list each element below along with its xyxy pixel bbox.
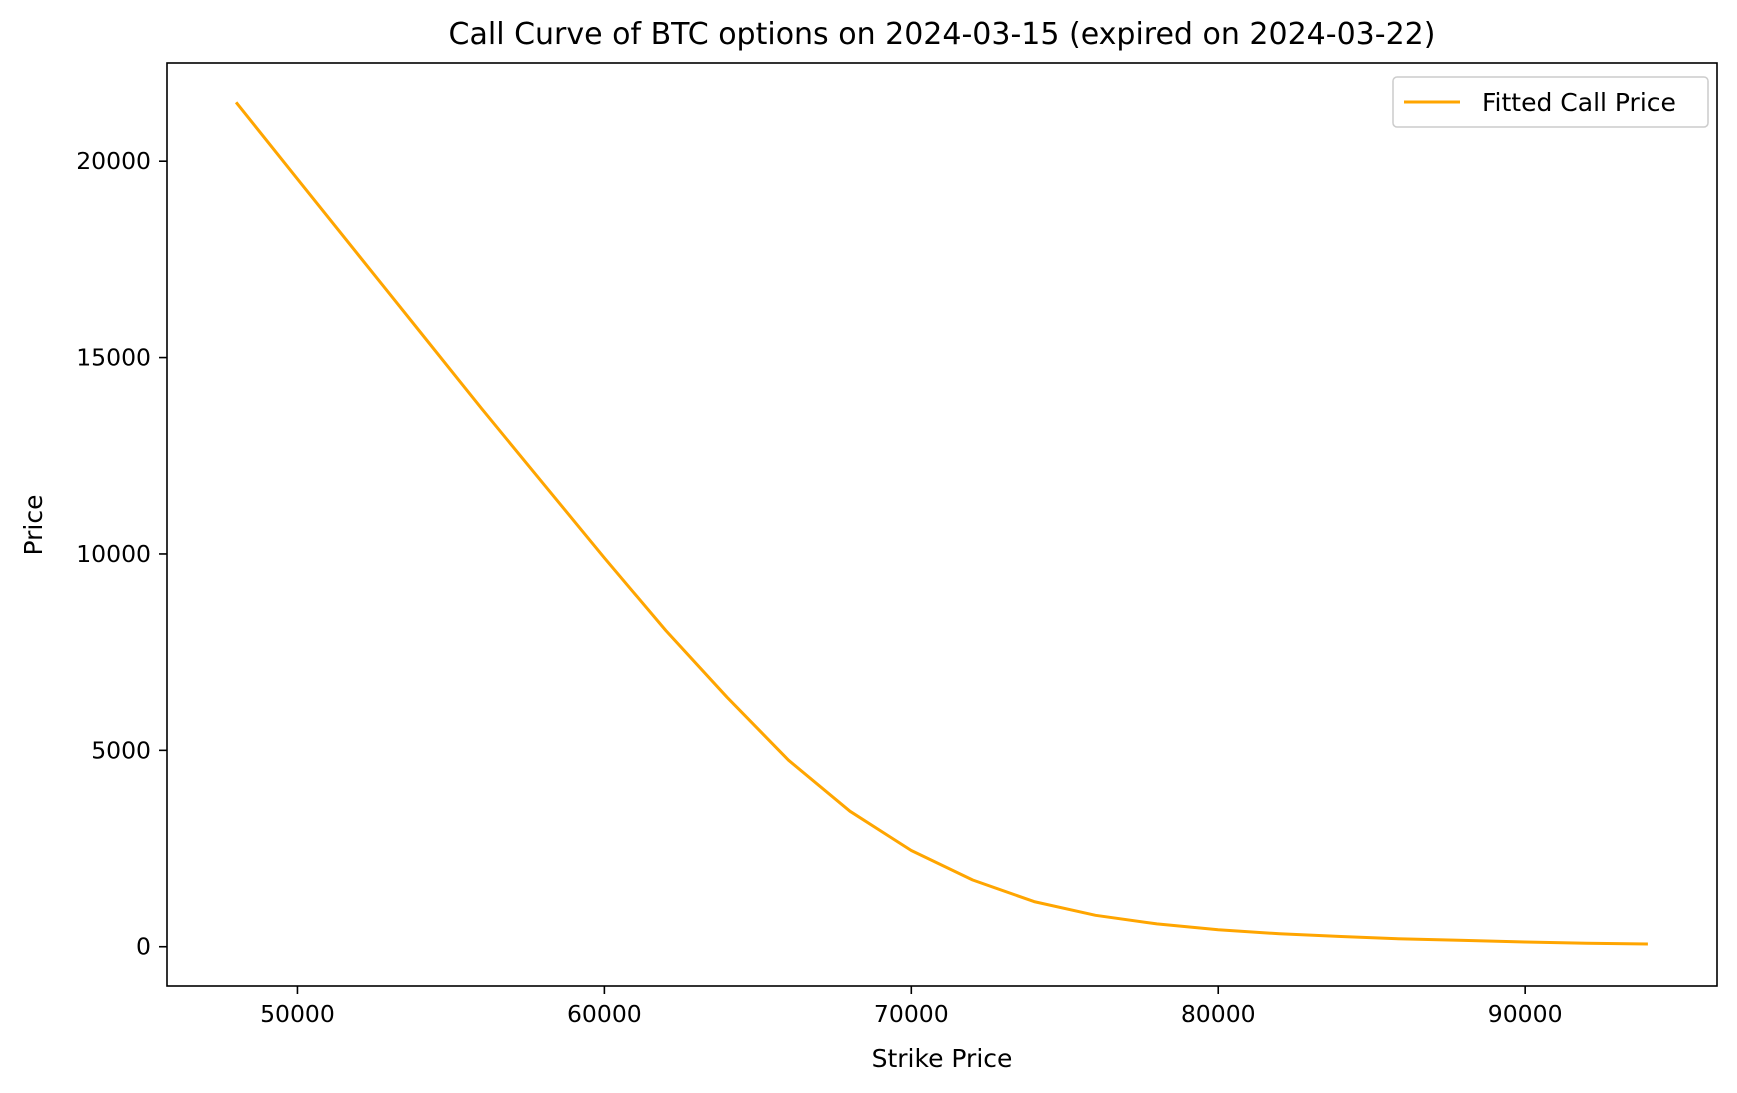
x-tick-label: 60000 (567, 1000, 642, 1028)
legend: Fitted Call Price (1392, 76, 1709, 128)
y-tick-label: 15000 (76, 344, 151, 372)
series-line (234, 101, 1648, 946)
x-axis-label: Strike Price (872, 1044, 1013, 1073)
chart-title: Call Curve of BTC options on 2024-03-15 … (449, 17, 1436, 52)
x-tick-label: 80000 (1181, 1000, 1256, 1028)
y-tick-label: 5000 (91, 736, 151, 764)
x-tick-label: 50000 (260, 1000, 335, 1028)
y-tick-label: 10000 (76, 540, 151, 568)
y-axis: 0 5000 10000 15000 20000 (76, 147, 167, 961)
x-tick-label: 90000 (1488, 1000, 1563, 1028)
legend-entry-label: Fitted Call Price (1482, 88, 1676, 117)
y-tick-label: 20000 (76, 147, 151, 175)
plot-frame (166, 62, 1718, 987)
legend-box (1392, 76, 1709, 128)
y-axis-label: Price (19, 495, 48, 556)
y-tick-label: 0 (136, 933, 151, 961)
series-layer (234, 101, 1648, 946)
x-axis: 50000 60000 70000 80000 90000 (260, 986, 1563, 1028)
x-tick-label: 70000 (874, 1000, 949, 1028)
plot-area (167, 63, 1717, 986)
